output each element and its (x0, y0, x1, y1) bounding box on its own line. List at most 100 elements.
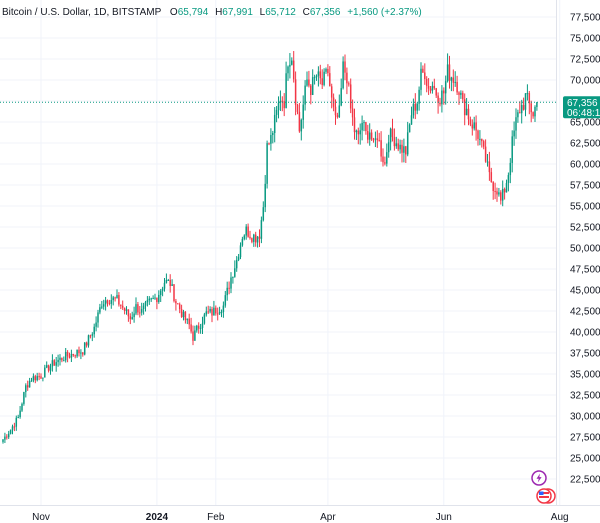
candle (477, 129, 479, 146)
price-tick-label: 27,500 (570, 433, 600, 444)
candle (34, 374, 37, 384)
time-axis[interactable]: Nov 2024 Feb Apr Jun Aug (32, 512, 568, 523)
candle (186, 318, 189, 325)
candle (424, 63, 426, 85)
candle (287, 65, 289, 81)
candle (15, 415, 18, 431)
candle (175, 298, 177, 311)
candle (522, 97, 525, 111)
candle (329, 66, 331, 87)
candle (492, 181, 494, 200)
price-tick-label: 62,500 (570, 139, 600, 150)
candle (173, 284, 175, 303)
candle (26, 380, 29, 391)
candle (519, 101, 521, 114)
candle (507, 172, 510, 192)
price-tick-label: 40,000 (570, 328, 600, 339)
candle (376, 130, 379, 148)
candle (120, 304, 122, 310)
candle (47, 364, 50, 373)
candle (209, 306, 211, 314)
candle (44, 364, 46, 378)
candle (272, 130, 274, 144)
candle (66, 350, 69, 363)
candle (300, 118, 303, 141)
candle (399, 139, 401, 154)
candle (391, 118, 394, 142)
candle (323, 68, 325, 87)
candle (108, 299, 111, 306)
price-axis[interactable]: 22,500 25,000 27,500 30,000 32,500 35,000 37,5… (570, 13, 600, 486)
candle (458, 91, 460, 105)
candle (528, 90, 531, 115)
candle (501, 180, 504, 207)
candle (256, 235, 259, 248)
candle (121, 300, 124, 310)
candle (456, 75, 458, 95)
candle (140, 302, 143, 316)
candle (281, 96, 284, 112)
candle (482, 139, 485, 150)
candle (357, 127, 360, 145)
us-flag-icon[interactable] (536, 488, 556, 504)
price-tick-label: 60,000 (570, 160, 600, 171)
candle (234, 260, 236, 278)
price-tick-label: 55,000 (570, 202, 600, 213)
candle (473, 116, 475, 131)
candle (213, 300, 215, 316)
candle (275, 106, 278, 123)
candle (412, 98, 415, 119)
lightning-icon[interactable] (531, 470, 547, 486)
candle (509, 158, 512, 184)
candle (64, 347, 67, 363)
candle (330, 83, 333, 109)
candle (61, 357, 63, 363)
candle (475, 115, 477, 141)
candle (184, 311, 187, 324)
candle (490, 167, 493, 183)
candle (306, 71, 308, 87)
price-tick-label: 22,500 (570, 475, 600, 486)
candle (408, 123, 411, 133)
candle (393, 128, 396, 151)
candle (418, 86, 420, 111)
candle (403, 138, 405, 163)
change-value: +1,560 (+2.37%) (347, 7, 422, 18)
price-tick-label: 57,500 (570, 181, 600, 192)
candle (498, 187, 500, 197)
candle (279, 90, 282, 111)
candle (133, 306, 135, 323)
candle (298, 103, 301, 133)
candle (406, 121, 409, 157)
candle (513, 121, 515, 146)
candle (289, 53, 291, 79)
candle (374, 131, 377, 148)
candle (368, 123, 371, 146)
candle (467, 104, 470, 126)
candle (349, 78, 352, 114)
candle (112, 295, 114, 306)
candle (11, 424, 14, 435)
candle (180, 304, 183, 318)
candle (40, 373, 42, 380)
candle (83, 342, 86, 356)
candle (511, 130, 513, 173)
candle (505, 179, 508, 193)
candle (13, 422, 16, 432)
candle (488, 151, 491, 181)
price-tick-label: 45,000 (570, 286, 600, 297)
candle (131, 311, 133, 320)
candle (72, 353, 75, 357)
last-price-tag: 67,356 06:48:1 (563, 96, 600, 119)
candle (159, 288, 162, 303)
candle (264, 175, 266, 213)
candle (51, 354, 54, 372)
candle (338, 94, 341, 118)
time-tick-label: Apr (320, 512, 336, 523)
candle (353, 108, 356, 140)
candle (207, 305, 209, 314)
candle (228, 281, 230, 295)
candle (218, 306, 221, 315)
candle (150, 297, 152, 302)
